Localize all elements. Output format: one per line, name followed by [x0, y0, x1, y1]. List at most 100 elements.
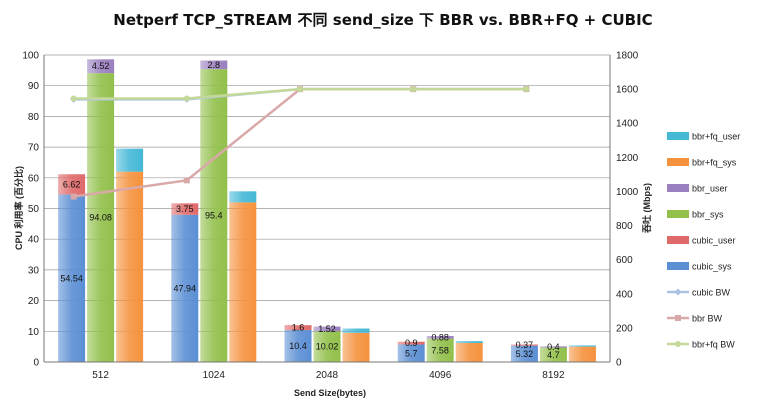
bbr+fq-user-bar	[455, 341, 483, 343]
legend-marker	[675, 315, 681, 321]
bbr-user-bar	[200, 60, 228, 70]
legend-label: bbr+fq_user	[692, 132, 740, 142]
cubic-user-bar	[171, 203, 199, 215]
legend-label: bbr_user	[692, 184, 728, 194]
bbr+fq-sys-bar	[116, 171, 144, 362]
cubic-user-label: 6.62	[63, 179, 81, 189]
bbr+fq-sys-bar	[342, 332, 370, 362]
cubic-user-bar	[510, 344, 538, 346]
y-tick-label: 100	[22, 51, 39, 62]
bbr+fq-sys-bar	[229, 202, 257, 362]
bbrfq-bw-marker	[70, 95, 77, 102]
legend-label: cubic BW	[692, 288, 731, 298]
cubic-sys-label: 47.94	[174, 283, 197, 293]
y-tick-label: 10	[28, 327, 40, 338]
cubic-user-label: 0.9	[405, 338, 418, 348]
bbr-sys-bar	[200, 69, 228, 362]
bbr-user-label: 1.52	[318, 324, 336, 334]
bbr+fq-sys-bar	[568, 346, 596, 362]
y2-tick-label: 800	[616, 221, 633, 232]
bbr-user-label: 0.88	[431, 332, 449, 342]
axes: 0102030405060708090100020040060080010001…	[22, 51, 638, 382]
legend[interactable]: bbr+fq_user bbr+fq_sys bbr_user bbr_syscubi…	[667, 132, 740, 350]
bbr+fq-user-bar	[568, 345, 596, 347]
x-tick-label: 1024	[203, 370, 226, 381]
bbr-sys-label: 4.7	[547, 350, 560, 360]
legend-swatch	[667, 236, 689, 244]
legend-marker	[674, 288, 682, 296]
bandwidth-lines	[70, 85, 530, 200]
bbr-sys-bar	[87, 73, 115, 362]
bbr-sys-bar	[426, 338, 454, 362]
y2-tick-label: 1200	[616, 153, 639, 164]
legend-label: cubic_sys	[692, 262, 732, 272]
y2-tick-label: 200	[616, 323, 633, 334]
y-axis-label: CPU 利用率 (百分比)	[13, 166, 24, 250]
y2-axis-label: 吞吐 (Mbps)	[641, 183, 652, 233]
cubic-user-bar	[284, 325, 312, 331]
y2-tick-label: 400	[616, 289, 633, 300]
bar-series	[58, 59, 596, 362]
cubic-sys-bar	[284, 330, 312, 362]
y-tick-label: 80	[28, 112, 40, 123]
cubic-user-bar	[397, 341, 425, 345]
cubic-user-label: 1.6	[292, 323, 305, 333]
bbrfq-bw-marker	[410, 86, 417, 93]
bbr+fq-user-bar	[116, 148, 144, 172]
legend-label: cubic_user	[692, 236, 736, 246]
bbr-user-bar	[539, 346, 567, 348]
legend-label: bbr+fq BW	[692, 340, 735, 350]
bbrfq-bw-marker	[523, 86, 530, 93]
bbr-sys-label: 95.4	[205, 211, 223, 221]
bbr-user-bar	[426, 336, 454, 339]
y2-tick-label: 1800	[616, 51, 639, 62]
bbr-sys-label: 94.08	[89, 213, 112, 223]
legend-label: bbr BW	[692, 314, 723, 324]
bbr+fq-sys-bar	[455, 342, 483, 362]
cubic-user-bar	[58, 174, 86, 195]
cubic-sys-label: 5.32	[516, 349, 534, 359]
legend-label: bbr+fq_sys	[692, 158, 737, 168]
y-tick-label: 30	[28, 265, 40, 276]
bbr-user-bar	[87, 59, 115, 74]
legend-marker	[675, 341, 681, 347]
bbr-user-label: 2.8	[208, 60, 221, 70]
bbr-user-label: 4.52	[92, 61, 110, 71]
bbr-user-label: 0.4	[547, 342, 560, 352]
bbr-bw-marker	[70, 193, 77, 200]
bbr-bw-marker	[183, 177, 190, 184]
x-tick-label: 512	[92, 370, 109, 381]
cubic-sys-bar	[510, 345, 538, 362]
bbr-sys-label: 10.02	[316, 342, 339, 352]
cubic-sys-label: 54.54	[60, 273, 83, 283]
cubic-user-label: 3.75	[176, 204, 194, 214]
y2-tick-label: 0	[616, 358, 622, 369]
bbr-user-bar	[313, 326, 341, 332]
x-tick-label: 4096	[429, 370, 452, 381]
bbr+fq-user-bar	[342, 328, 370, 333]
chart-title: Netperf TCP_STREAM 不同 send_size 下 BBR vs…	[113, 11, 652, 29]
bbrfq-bw-marker	[297, 86, 303, 93]
legend-swatch	[667, 158, 689, 166]
cubic-sys-bar	[397, 344, 425, 362]
y-tick-label: 50	[28, 204, 40, 215]
cubic-sys-label: 5.7	[405, 348, 418, 358]
legend-swatch	[667, 262, 689, 270]
data-labels: 54.54 6.62 47.94 3.75 10.4 1.6 5.70.9 5.320.37 9…	[60, 60, 559, 360]
y-tick-label: 20	[28, 296, 40, 307]
bbr+fq-user-bar	[229, 191, 257, 203]
legend-swatch	[667, 184, 689, 192]
y-tick-label: 60	[28, 173, 40, 184]
cubic-sys-bar	[58, 194, 86, 362]
legend-swatch	[667, 210, 689, 218]
y-tick-label: 70	[28, 143, 40, 154]
y2-tick-label: 1600	[616, 85, 639, 96]
cubic-sys-label: 10.4	[289, 341, 307, 351]
x-axis-label: Send Size(bytes)	[294, 388, 366, 398]
legend-swatch	[667, 132, 689, 140]
y2-tick-label: 1400	[616, 119, 639, 130]
y2-tick-label: 600	[616, 255, 633, 266]
legend-label: bbr_sys	[692, 210, 724, 220]
cubic-sys-bar	[171, 214, 199, 362]
